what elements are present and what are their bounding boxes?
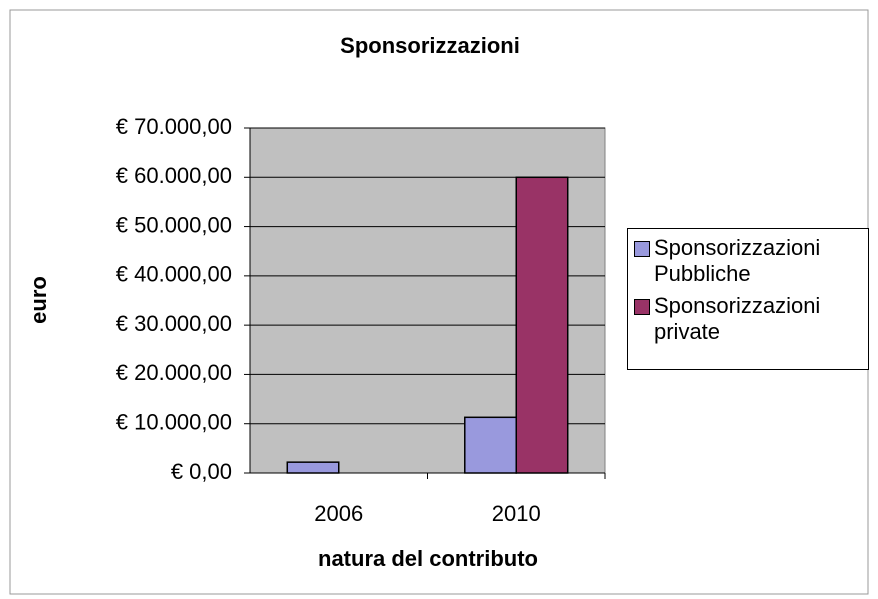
y-tick-label: € 20.000,00 bbox=[116, 360, 232, 385]
legend: Sponsorizzazioni Pubbliche Sponsorizzazio… bbox=[627, 228, 869, 370]
y-tick-label: € 60.000,00 bbox=[116, 163, 232, 188]
y-tick-label: € 70.000,00 bbox=[116, 114, 232, 139]
legend-swatch bbox=[634, 299, 650, 315]
x-tick-label: 2006 bbox=[314, 501, 363, 526]
y-tick-label: € 30.000,00 bbox=[116, 311, 232, 336]
x-tick-label: 2010 bbox=[492, 501, 541, 526]
y-axis-label: euro bbox=[26, 276, 51, 324]
bar bbox=[286, 461, 340, 474]
y-tick-label: € 50.000,00 bbox=[116, 212, 232, 237]
bar bbox=[464, 416, 517, 474]
y-tick-label: € 10.000,00 bbox=[116, 410, 232, 435]
x-axis-label: natura del contributo bbox=[318, 546, 538, 571]
legend-item: Sponsorizzazioni Pubbliche bbox=[632, 235, 864, 287]
legend-swatch bbox=[634, 241, 650, 257]
legend-label: Sponsorizzazioni Pubbliche bbox=[654, 235, 821, 286]
legend-item: Sponsorizzazioni private bbox=[632, 293, 864, 345]
legend-label: Sponsorizzazioni private bbox=[654, 293, 821, 344]
chart-title: Sponsorizzazioni bbox=[340, 33, 520, 58]
y-tick-label: € 0,00 bbox=[171, 459, 232, 484]
y-tick-label: € 40.000,00 bbox=[116, 262, 232, 287]
bar bbox=[515, 176, 569, 474]
